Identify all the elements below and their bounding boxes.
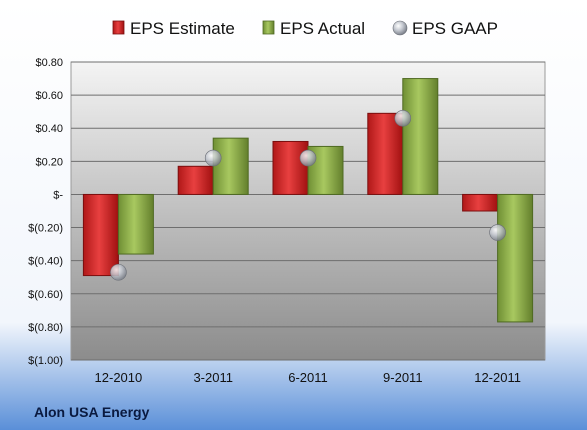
- x-axis-labels: 12-2010 3-2011 6-2011 9-2011 12-2011: [95, 370, 521, 385]
- legend: EPS Estimate EPS Actual EPS GAAP: [112, 19, 498, 38]
- marker-eps-gaap: [204, 149, 222, 167]
- legend-label: EPS Estimate: [130, 19, 235, 38]
- bar-eps-estimate: [367, 112, 404, 195]
- legend-label: EPS Actual: [280, 19, 365, 38]
- bar-eps-actual: [117, 193, 154, 255]
- y-tick-label: $-: [53, 189, 63, 201]
- legend-swatch: [112, 20, 125, 35]
- y-tick-label: $0.20: [35, 156, 63, 168]
- marker-eps-gaap: [489, 224, 506, 241]
- x-category-label: 9-2011: [383, 370, 423, 385]
- footer-company-name: Alon USA Energy: [34, 404, 150, 420]
- x-category-label: 12-2010: [95, 370, 143, 385]
- bar-eps-estimate: [177, 165, 214, 195]
- x-category-label: 6-2011: [288, 370, 328, 385]
- y-tick-label: $(0.60): [28, 289, 63, 301]
- marker-eps-gaap: [394, 109, 412, 127]
- marker-eps-gaap: [110, 263, 127, 281]
- y-tick-label: $(0.40): [28, 256, 63, 268]
- y-tick-label: $0.80: [35, 57, 63, 69]
- gaap-markers: [110, 109, 506, 281]
- legend-swatch: [262, 20, 275, 35]
- x-category-label: 12-2011: [474, 370, 521, 385]
- y-tick-label: $0.60: [35, 90, 63, 102]
- x-category-label: 3-2011: [193, 370, 233, 385]
- y-tick-label: $(0.80): [28, 322, 63, 334]
- y-tick-label: $(0.20): [28, 223, 63, 235]
- bar-eps-estimate: [272, 140, 309, 195]
- bar-eps-estimate: [82, 193, 119, 277]
- legend-swatch: [392, 20, 408, 36]
- y-axis-ticks: $(1.00) $(0.80) $(0.60) $(0.40) $(0.20) $- $0.…: [28, 57, 63, 367]
- bars: [82, 78, 534, 323]
- y-tick-label: $(1.00): [28, 355, 63, 367]
- marker-eps-gaap: [299, 149, 317, 167]
- bar-eps-estimate: [462, 193, 499, 212]
- legend-label: EPS GAAP: [412, 19, 498, 38]
- bar-eps-actual: [212, 137, 249, 195]
- bar-eps-actual: [402, 78, 439, 195]
- bar-eps-actual: [497, 193, 534, 323]
- y-tick-label: $0.40: [35, 123, 63, 135]
